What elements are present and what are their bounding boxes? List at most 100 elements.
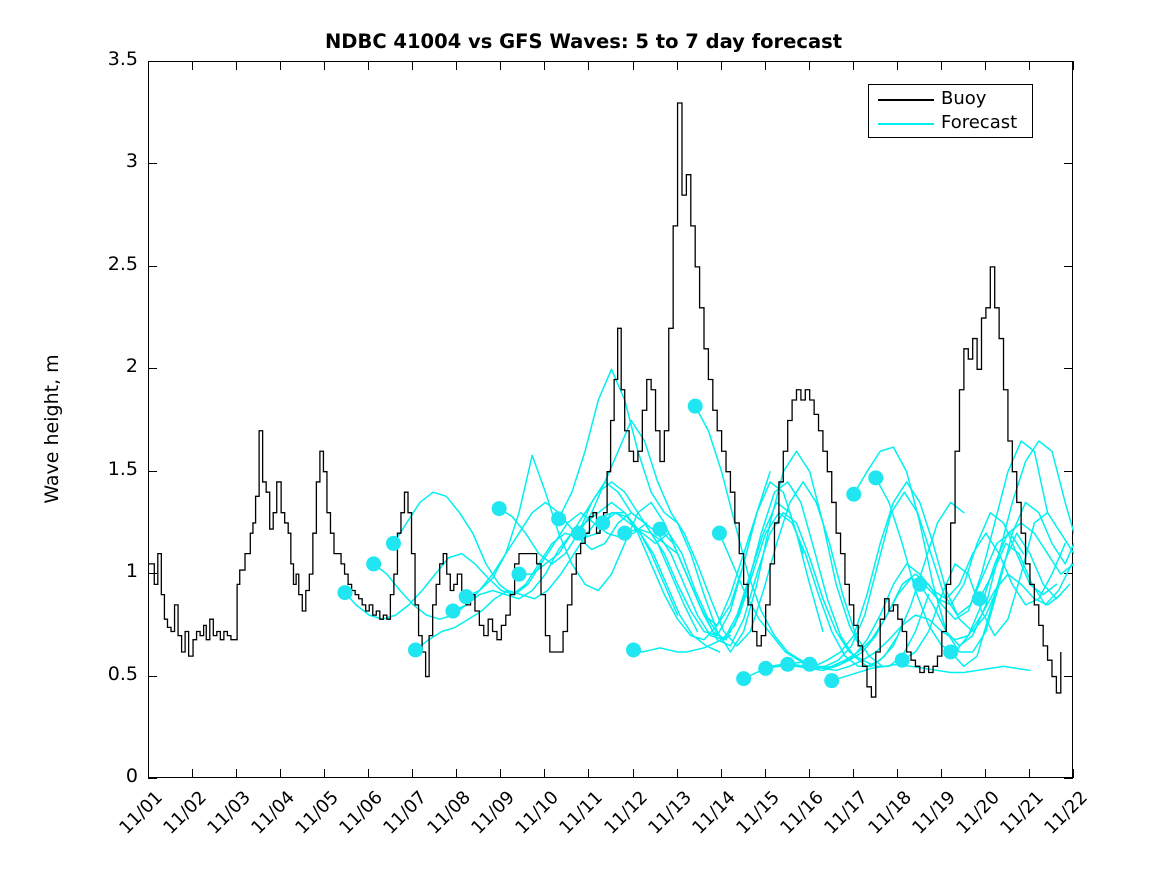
forecast-start-marker	[780, 656, 796, 672]
y-axis-tick-label: 2.5	[107, 252, 138, 275]
x-axis-tick-mark	[324, 769, 326, 778]
forecast-start-marker	[824, 673, 840, 689]
forecast-start-marker	[511, 566, 527, 582]
x-axis-tick-mark	[984, 769, 986, 778]
x-axis-tick-mark	[940, 769, 942, 778]
forecast-line	[601, 481, 908, 668]
x-axis-tick-mark	[500, 769, 502, 778]
legend-label-buoy: Buoy	[941, 88, 987, 109]
x-axis-tick-mark	[1073, 769, 1074, 778]
x-axis-tick-mark	[632, 769, 634, 778]
forecast-start-marker	[711, 525, 727, 541]
legend-entry-buoy: Buoy	[869, 87, 1034, 113]
y-axis-tick-mark	[148, 470, 157, 472]
x-axis-tick-mark	[896, 61, 898, 70]
forecast-start-marker	[595, 515, 611, 531]
forecast-start-marker	[491, 501, 507, 517]
x-axis-tick-mark	[500, 61, 502, 70]
y-axis-tick-label: 3.5	[107, 48, 138, 70]
chart-title: NDBC 41004 vs GFS Waves: 5 to 7 day fore…	[324, 30, 843, 53]
x-axis-tick-mark	[808, 769, 810, 778]
x-axis-tick-mark	[1028, 61, 1030, 70]
x-axis-tick-mark	[544, 61, 546, 70]
forecast-start-marker	[617, 525, 633, 541]
legend-entry-forecast: Forecast	[869, 111, 1034, 137]
forecast-start-marker	[868, 470, 884, 486]
forecast-line	[694, 405, 1000, 668]
forecast-start-marker	[802, 656, 818, 672]
y-axis-tick-mark	[148, 778, 157, 779]
x-axis-tick-mark	[1028, 769, 1030, 778]
x-axis-tick-mark	[280, 769, 282, 778]
x-axis-tick-mark	[368, 61, 370, 70]
forecast-line	[659, 501, 965, 668]
forecast-start-marker	[912, 576, 928, 592]
forecast-line	[875, 477, 1074, 653]
x-axis-tick-mark	[808, 61, 810, 70]
y-axis-tick-label: 1.5	[107, 457, 138, 480]
y-axis-tick-label: 3	[125, 150, 138, 173]
x-axis-tick-mark	[720, 61, 722, 70]
y-axis-tick-mark	[148, 368, 157, 370]
x-axis-tick-mark	[720, 769, 722, 778]
buoy-series-layer	[149, 102, 1062, 698]
forecast-start-marker	[943, 644, 959, 660]
x-axis-tick-mark	[896, 769, 898, 778]
forecast-start-marker	[971, 591, 987, 607]
forecast-start-marker	[337, 585, 353, 601]
y-axis-tick-mark	[1064, 265, 1073, 267]
x-axis-tick-mark	[456, 61, 458, 70]
x-axis-tick-mark	[852, 769, 854, 778]
forecast-start-marker	[626, 642, 642, 658]
x-axis-tick-mark	[588, 769, 590, 778]
forecast-start-marker	[846, 486, 862, 502]
x-axis-tick-mark	[236, 61, 238, 70]
y-axis-tick-label: 0.5	[107, 662, 138, 685]
forecast-line	[372, 501, 679, 620]
y-axis-tick-mark	[1064, 573, 1073, 575]
forecast-line	[452, 501, 758, 641]
forecast-line	[830, 663, 1031, 682]
x-axis-tick-mark	[852, 61, 854, 70]
x-axis-tick-mark	[632, 61, 634, 70]
x-axis-tick-mark	[412, 769, 414, 778]
y-axis-tick-mark	[1064, 368, 1073, 370]
forecast-start-marker	[758, 660, 774, 676]
x-axis-tick-mark	[676, 769, 678, 778]
x-axis-tick-mark	[764, 769, 766, 778]
y-axis-tick-label: 1	[125, 560, 138, 583]
forecast-line	[414, 511, 721, 653]
y-axis-tick-mark	[148, 163, 157, 165]
forecast-start-marker	[736, 671, 752, 687]
forecast-line	[808, 573, 1062, 672]
forecast-start-marker	[551, 511, 567, 527]
forecast-start-marker	[458, 589, 474, 605]
y-axis-tick-mark	[148, 675, 157, 677]
forecast-start-marker	[652, 521, 668, 537]
forecast-start-marker	[570, 525, 586, 541]
x-axis-tick-mark	[544, 769, 546, 778]
y-axis-tick-mark	[1064, 675, 1073, 677]
legend: Buoy Forecast	[868, 84, 1033, 138]
x-axis-tick-mark	[940, 61, 942, 70]
legend-label-forecast: Forecast	[941, 112, 1018, 133]
y-axis-tick-mark	[148, 265, 157, 267]
buoy-line	[149, 102, 1062, 698]
x-axis-tick-mark	[192, 61, 194, 70]
forecast-line	[901, 511, 1074, 661]
x-axis-tick-mark	[236, 769, 238, 778]
x-axis-tick-mark	[1073, 61, 1074, 70]
forecast-line	[518, 481, 824, 637]
forecast-start-marker	[407, 642, 423, 658]
x-axis-tick-mark	[764, 61, 766, 70]
forecast-start-marker	[687, 398, 703, 414]
x-axis-tick-mark	[456, 769, 458, 778]
x-axis-tick-mark	[324, 61, 326, 70]
y-axis-tick-label: 0	[125, 765, 138, 787]
y-axis-tick-mark	[1064, 163, 1073, 165]
x-axis-tick-mark	[676, 61, 678, 70]
y-axis-tick-mark	[1064, 778, 1073, 779]
x-axis-tick-mark	[984, 61, 986, 70]
x-axis-tick-mark	[192, 769, 194, 778]
